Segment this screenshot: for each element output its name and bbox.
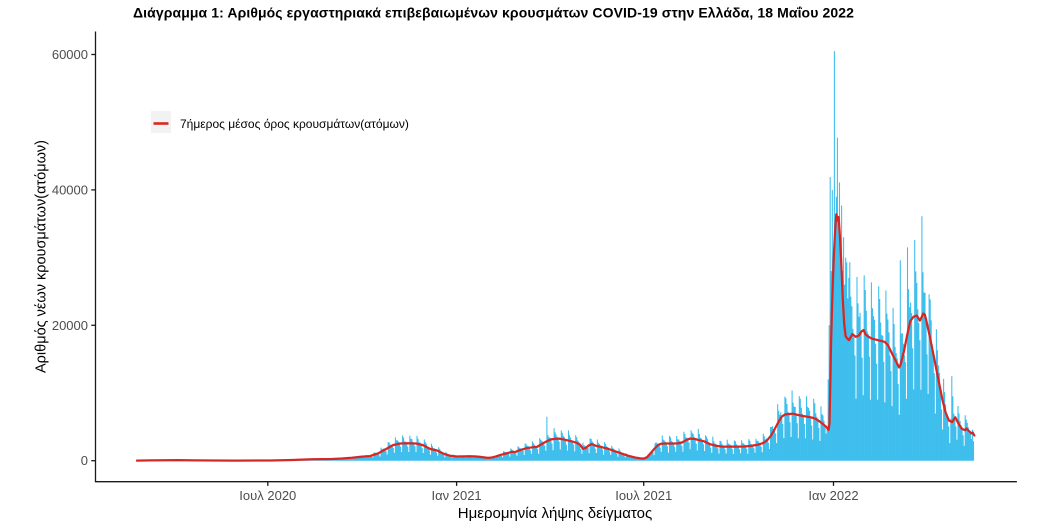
svg-text:7ήμερος μέσος όρος κρουσμάτων(: 7ήμερος μέσος όρος κρουσμάτων(ατόμων)	[180, 117, 409, 131]
svg-text:Ημερομηνία λήψης δείγματος: Ημερομηνία λήψης δείγματος	[458, 505, 652, 522]
svg-text:Αριθμός νέων κρουσμάτων(ατόμων: Αριθμός νέων κρουσμάτων(ατόμων)	[34, 140, 50, 373]
svg-text:20000: 20000	[52, 318, 88, 333]
svg-text:60000: 60000	[52, 47, 88, 62]
svg-text:Ιαν 2021: Ιαν 2021	[432, 488, 482, 503]
svg-text:Ιαν 2022: Ιαν 2022	[808, 488, 858, 503]
svg-text:Ιουλ 2021: Ιουλ 2021	[615, 488, 672, 503]
svg-text:Διάγραμμα 1: Αριθμός εργαστηρι: Διάγραμμα 1: Αριθμός εργαστηριακά επιβεβ…	[133, 5, 854, 21]
svg-text:40000: 40000	[52, 182, 88, 197]
svg-text:Ιουλ 2020: Ιουλ 2020	[239, 488, 296, 503]
svg-text:0: 0	[81, 453, 88, 468]
